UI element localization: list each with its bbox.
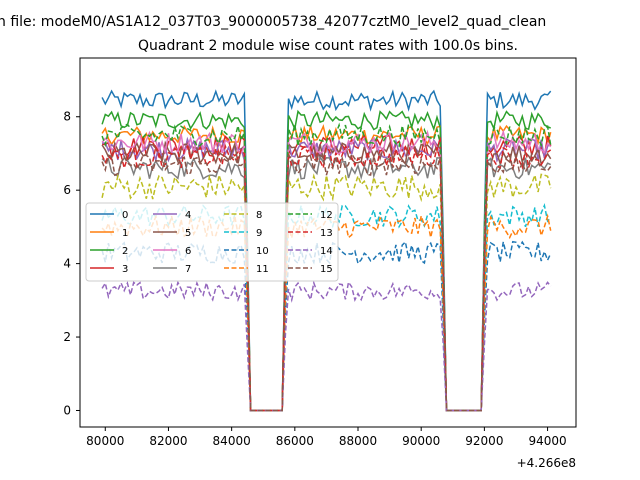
- y-tick-label: 2: [63, 330, 71, 344]
- legend-label-9: 9: [256, 228, 262, 239]
- legend-label-4: 4: [185, 210, 191, 221]
- legend-label-6: 6: [185, 246, 191, 257]
- chart-title: Quadrant 2 module wise count rates with …: [138, 38, 518, 54]
- legend-label-10: 10: [256, 246, 269, 257]
- x-tick-label: 82000: [149, 434, 187, 448]
- series-line-14: [101, 280, 552, 412]
- x-tick-label: 86000: [276, 434, 314, 448]
- legend-label-5: 5: [185, 228, 191, 239]
- x-tick-label: 94000: [528, 434, 566, 448]
- legend-label-7: 7: [185, 264, 191, 275]
- y-tick-label: 8: [63, 110, 71, 124]
- x-tick-label: 84000: [213, 434, 251, 448]
- axes-frame: [79, 57, 577, 428]
- y-tick-label: 4: [63, 257, 71, 271]
- legend-label-2: 2: [122, 246, 128, 257]
- y-axis: 0 2 4 6 8: [63, 110, 80, 417]
- legend-label-14: 14: [320, 246, 333, 257]
- x-tick-label: 92000: [465, 434, 503, 448]
- legend-label-12: 12: [320, 210, 333, 221]
- x-axis: 80000 82000 84000 86000 88000 90000 92000 94000: [86, 427, 567, 448]
- series-layer: [101, 89, 552, 412]
- y-tick-label: 0: [63, 403, 71, 417]
- series-line-15: [101, 151, 552, 412]
- legend-label-1: 1: [122, 228, 128, 239]
- legend-label-3: 3: [122, 264, 128, 275]
- legend-frame: [85, 202, 339, 282]
- legend-label-15: 15: [320, 264, 333, 275]
- x-tick-label: 80000: [86, 434, 124, 448]
- legend-label-11: 11: [256, 264, 269, 275]
- legend-label-0: 0: [122, 210, 128, 221]
- x-tick-label: 88000: [339, 434, 377, 448]
- legend-label-8: 8: [256, 210, 262, 221]
- x-offset-label: +4.266e8: [517, 456, 576, 470]
- figure-title: n file: modeM0/AS1A12_037T03_9000005738_…: [0, 14, 546, 30]
- x-tick-label: 90000: [402, 434, 440, 448]
- legend-label-13: 13: [320, 228, 333, 239]
- y-tick-label: 6: [63, 183, 71, 197]
- series-line-12: [101, 122, 552, 412]
